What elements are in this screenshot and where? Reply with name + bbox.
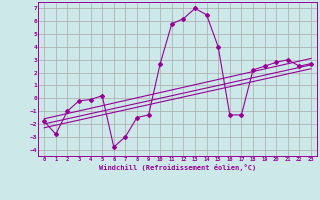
X-axis label: Windchill (Refroidissement éolien,°C): Windchill (Refroidissement éolien,°C) — [99, 164, 256, 171]
